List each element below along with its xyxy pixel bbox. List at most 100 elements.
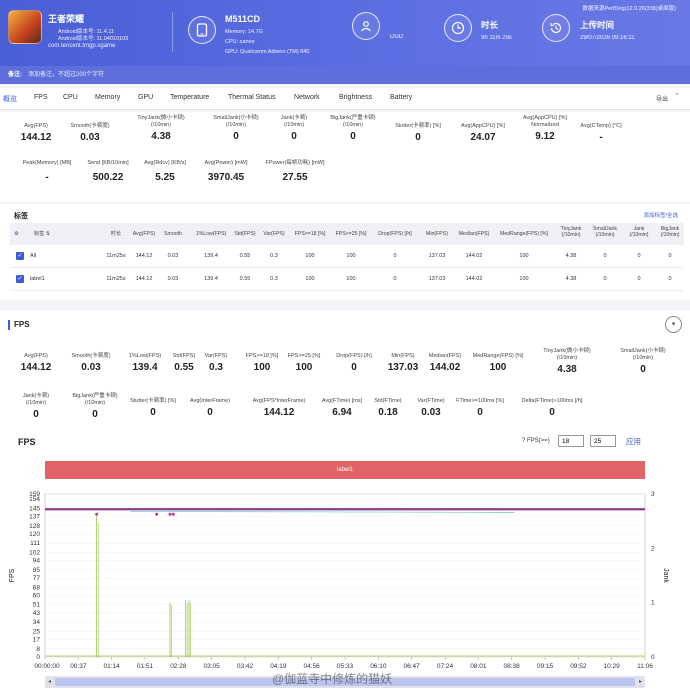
fps-metric-value: 100 bbox=[295, 362, 313, 373]
fps-metric-value: 4.38 bbox=[557, 364, 577, 375]
column-header[interactable]: FPS>=25 [%] bbox=[335, 231, 367, 237]
column-header[interactable]: TinyJank (/10min) bbox=[560, 226, 582, 238]
column-header[interactable]: Var(FPS) bbox=[263, 231, 285, 237]
settings-icon[interactable]: ⚙ bbox=[14, 231, 19, 237]
fps-metric-label: Stutter(卡顿率) [%] bbox=[130, 398, 176, 404]
fps-metric: Std(FTime) 0.18 bbox=[368, 398, 408, 418]
android-version-1: Android版本号: 11.4.11 bbox=[58, 29, 115, 35]
tag-action-link[interactable]: 添加标签/全选 bbox=[643, 213, 678, 219]
ddd-label: DDD bbox=[390, 34, 403, 40]
tab-fps[interactable]: FPS bbox=[34, 94, 48, 101]
column-header[interactable]: Avg(FPS) bbox=[132, 231, 156, 237]
collapse-icon[interactable]: ⌃ bbox=[674, 93, 680, 100]
fps-metric-value: 100 bbox=[489, 362, 507, 373]
fps-metric-value: 0.18 bbox=[378, 407, 398, 418]
fps-metric: Stutter(卡顿率) [%] 0 bbox=[120, 398, 186, 418]
overview-metric: Avg(Rdcv) [KB/s] 5.25 bbox=[144, 160, 186, 183]
column-header[interactable]: Jank (/10min) bbox=[629, 226, 649, 238]
overview-metric: BigJank(严重卡顿) (/10min) 0 bbox=[330, 115, 376, 142]
row-checkbox[interactable]: ✓ bbox=[16, 252, 24, 260]
tab-memory[interactable]: Memory bbox=[95, 94, 121, 101]
fps-metric: BigJank(严重卡顿) (/10min) 0 bbox=[60, 393, 130, 420]
tab-battery[interactable]: Battery bbox=[390, 94, 413, 101]
fps-metric: Jank(卡顿) (/10min) 0 bbox=[8, 393, 64, 420]
column-header[interactable]: Drop(FPS) [/h] bbox=[378, 231, 412, 237]
overview-metric: FPower(每帧功耗) [mW] 27.55 bbox=[265, 160, 325, 183]
fps-metric-label: 1%Low(FPS) bbox=[128, 353, 162, 359]
upload-value: 29/07/2026 09:16:11 bbox=[580, 35, 635, 41]
column-header[interactable]: Smooth bbox=[164, 231, 182, 237]
fps-section-title: FPS bbox=[14, 320, 30, 329]
fps-metric: 1%Low(FPS) 139.4 bbox=[120, 353, 170, 373]
column-header[interactable]: Min(FPS) bbox=[426, 231, 448, 237]
fps-filter-max-input[interactable] bbox=[590, 435, 616, 447]
export-button[interactable]: 导出 bbox=[655, 97, 668, 103]
fps-metric: MedRange(FPS) [%] 100 bbox=[468, 353, 528, 373]
tag-table-header: ⚙ 标签 ⇅ 时长 Avg(FPS) Smooth 1%Low(FPS) Std… bbox=[10, 223, 684, 245]
row-checkbox[interactable]: ✓ bbox=[16, 275, 24, 283]
column-header[interactable]: BigJank (/10min) bbox=[660, 226, 680, 238]
tab-bar: 概览 FPS CPU Memory GPU Temperature Therma… bbox=[0, 88, 690, 110]
overview-metric: Avg(Power) [mW] 3970.45 bbox=[204, 160, 248, 183]
tab-brightness[interactable]: Brightness bbox=[339, 94, 373, 101]
history-icon bbox=[542, 14, 570, 42]
chart-scrollbar[interactable]: ◂ ▸ bbox=[45, 676, 645, 688]
note-bar[interactable]: 备注: 添加备注，不超过200个字符 bbox=[0, 66, 690, 84]
fps-metric-label: Median(FPS) bbox=[428, 353, 462, 359]
fps-metric-label: SmallJank(小卡顿) (/10min) bbox=[620, 348, 666, 361]
column-header[interactable]: Median(FPS) bbox=[458, 231, 490, 237]
tab-thermal-status[interactable]: Thermal Status bbox=[228, 94, 276, 101]
fps-metric-value: 0.03 bbox=[421, 407, 441, 418]
table-row[interactable]: ✓ label1 11m25s 144.12 0.03 139.4 0.55 0… bbox=[10, 268, 684, 291]
fps-metric-value: 0 bbox=[92, 409, 98, 420]
overview-metric: Avg(AppCPU) [%] Normalized 9.12 bbox=[523, 115, 567, 142]
overview-metric: Avg(AppCPU) [%] 24.07 bbox=[461, 123, 505, 143]
fps-metric-label: Avg(FPS) bbox=[24, 353, 48, 359]
fps-metric: FPS>=25 [%] 100 bbox=[282, 353, 326, 373]
fps-metric-label: Min(FPS) bbox=[391, 353, 415, 359]
fps-metric-value: 0 bbox=[207, 407, 213, 418]
chart-title: FPS bbox=[18, 437, 36, 447]
apply-button[interactable]: 应用 bbox=[626, 437, 641, 446]
column-header[interactable]: 标签 ⇅ bbox=[33, 231, 51, 237]
version-text: 数据来源PerfDog(12.0.26(338)桌面版) bbox=[582, 6, 676, 12]
fps-filter-min-input[interactable] bbox=[558, 435, 584, 447]
expand-icon[interactable]: ▾ bbox=[665, 316, 682, 333]
column-header[interactable]: SmallJank (/10min) bbox=[593, 226, 617, 238]
overview-metric: TinyJank(微小卡顿) (/10min) 4.38 bbox=[137, 115, 185, 142]
tab-cpu[interactable]: CPU bbox=[63, 94, 78, 101]
tab-gpu[interactable]: GPU bbox=[138, 94, 154, 101]
tab-overview[interactable]: 概览 bbox=[3, 96, 17, 103]
tab-network[interactable]: Network bbox=[294, 94, 320, 101]
column-header[interactable]: 时长 bbox=[110, 231, 122, 237]
fps-metric-label: Drop(FPS) [/h] bbox=[336, 353, 372, 359]
scroll-thumb[interactable] bbox=[55, 678, 635, 686]
scroll-left-icon[interactable]: ◂ bbox=[47, 679, 51, 685]
note-placeholder: 添加备注，不超过200个字符 bbox=[28, 72, 105, 78]
fps-metric-label: Avg(InterFrame) bbox=[190, 398, 230, 404]
game-name: 王者荣耀 bbox=[48, 14, 85, 24]
overview-metric: Stutter(卡顿率) [%] 0 bbox=[395, 123, 441, 143]
fps-metric-label: MedRange(FPS) [%] bbox=[472, 353, 524, 359]
fps-metric: Avg(FTime) [ms] 6.94 bbox=[312, 398, 372, 418]
phone-icon bbox=[188, 16, 216, 44]
device-memory: Memory: 14.7G bbox=[225, 29, 263, 35]
fps-metric-value: 0.3 bbox=[209, 362, 223, 373]
column-header[interactable]: Std(FPS) bbox=[234, 231, 256, 237]
fps-metric-label: Std(FPS) bbox=[172, 353, 196, 359]
table-row[interactable]: ✓ All 11m25s 144.12 0.03 139.4 0.55 0.3 … bbox=[10, 245, 684, 268]
column-header[interactable]: 1%Low(FPS) bbox=[195, 231, 227, 237]
tab-temperature[interactable]: Temperature bbox=[170, 94, 210, 101]
scroll-right-icon[interactable]: ▸ bbox=[638, 679, 642, 685]
device-cpu: CPU: canoe bbox=[225, 39, 255, 45]
fps-metric-label: Std(FTime) bbox=[374, 398, 402, 404]
fps-metric: Avg(FPS) 144.12 bbox=[8, 353, 64, 373]
overview-metric: Peak(Memory) [MB] - bbox=[22, 160, 72, 183]
column-header[interactable]: FPS>=18 [%] bbox=[294, 231, 326, 237]
fps-metric-value: 100 bbox=[253, 362, 271, 373]
column-header[interactable]: MedRange(FPS) [%] bbox=[500, 231, 548, 237]
user-icon bbox=[352, 12, 380, 40]
fps-metric-label: Delta(FTime)>100ms [/h] bbox=[521, 398, 583, 404]
fps-metric-value: 144.02 bbox=[429, 362, 461, 373]
report-header: 王者荣耀 Android版本号: 11.4.11 Android版本号: 11.… bbox=[0, 0, 690, 66]
